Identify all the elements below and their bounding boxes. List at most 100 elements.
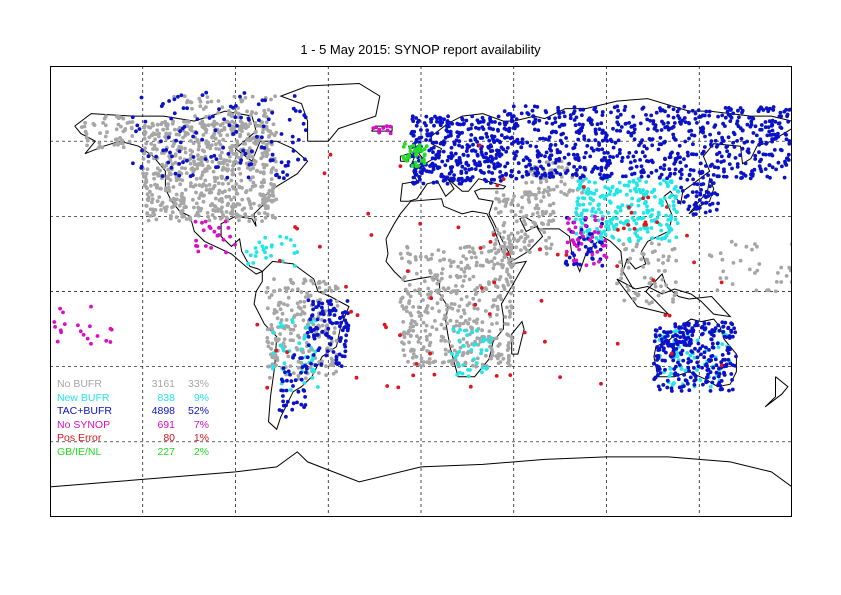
station-points — [52, 90, 792, 419]
station-no-bufr — [237, 166, 241, 171]
station-tac-bufr — [460, 164, 465, 169]
station-no-bufr — [205, 95, 210, 99]
station-no-bufr — [508, 248, 513, 253]
station-no-bufr — [436, 290, 441, 295]
station-new-bufr — [631, 179, 636, 184]
station-no-bufr — [286, 324, 291, 329]
station-new-bufr — [261, 247, 266, 252]
station-new-bufr — [650, 190, 654, 194]
station-tac-bufr — [131, 161, 135, 166]
station-no-bufr — [250, 154, 255, 159]
station-no-synop — [566, 221, 570, 226]
station-tac-bufr — [496, 114, 501, 119]
station-no-bufr — [269, 170, 274, 175]
station-no-bufr — [268, 375, 272, 380]
station-tac-bufr — [445, 124, 449, 129]
station-tac-bufr — [659, 128, 664, 132]
station-tac-bufr — [787, 141, 792, 146]
legend-count: 691 — [157, 418, 175, 431]
station-tac-bufr — [333, 308, 338, 313]
station-no-bufr — [562, 192, 567, 196]
station-no-bufr — [220, 215, 224, 220]
station-tac-bufr — [514, 117, 519, 121]
station-tac-bufr — [700, 331, 705, 336]
station-no-bufr — [537, 214, 541, 219]
station-gb-ie_nl — [414, 153, 419, 158]
station-tac-bufr — [676, 151, 680, 156]
station-tac-bufr — [621, 174, 625, 179]
station-no-bufr — [531, 220, 536, 225]
station-new-bufr — [653, 195, 657, 199]
station-tac-bufr — [242, 91, 247, 95]
station-tac-bufr — [291, 140, 295, 145]
station-tac-bufr — [164, 148, 169, 152]
station-no-bufr — [121, 145, 126, 150]
station-new-bufr — [246, 261, 251, 266]
station-tac-bufr — [703, 134, 707, 139]
station-no-bufr — [239, 178, 244, 183]
station-no-bufr — [149, 183, 153, 188]
station-tac-bufr — [261, 124, 266, 129]
station-no-bufr — [495, 285, 500, 289]
legend-count: 227 — [157, 445, 175, 458]
station-tac-bufr — [682, 116, 687, 120]
station-tac-bufr — [539, 153, 543, 158]
station-no-synop — [55, 339, 60, 344]
station-no-bufr — [459, 315, 464, 319]
station-no-bufr — [166, 167, 171, 172]
station-no-bufr — [518, 248, 523, 253]
station-no-bufr — [506, 245, 511, 249]
station-no-bufr — [551, 187, 556, 192]
station-tac-bufr — [527, 162, 531, 167]
station-tac-bufr — [686, 360, 691, 365]
station-tac-bufr — [553, 160, 558, 165]
station-new-bufr — [481, 337, 486, 342]
station-tac-bufr — [678, 335, 683, 340]
legend-percent: 52% — [187, 405, 209, 417]
station-tac-bufr — [174, 138, 178, 143]
station-tac-bufr — [632, 127, 637, 132]
station-no-bufr — [254, 169, 259, 173]
station-tac-bufr — [454, 138, 459, 143]
station-no-bufr — [292, 315, 296, 319]
station-no-bufr — [414, 354, 419, 359]
station-tac-bufr — [696, 341, 701, 346]
station-tac-bufr — [590, 232, 594, 237]
station-gb-ie_nl — [404, 157, 409, 162]
station-no-bufr — [151, 210, 155, 215]
station-no-bufr — [202, 169, 207, 174]
station-no-bufr — [235, 141, 240, 146]
station-no-bufr — [421, 320, 426, 325]
station-no-bufr — [260, 151, 265, 156]
station-no-bufr — [520, 195, 524, 200]
station-tac-bufr — [430, 161, 435, 166]
station-gb-ie_nl — [411, 143, 416, 148]
station-tac-bufr — [705, 121, 710, 125]
station-no-bufr — [143, 180, 148, 185]
station-no-bufr — [498, 327, 503, 332]
station-no-bufr — [628, 256, 633, 261]
station-tac-bufr — [537, 159, 542, 164]
station-tac-bufr — [581, 107, 586, 112]
station-tac-bufr — [784, 137, 789, 142]
station-no-bufr — [733, 242, 738, 247]
station-no-bufr — [447, 339, 451, 344]
station-no-bufr — [220, 174, 224, 179]
station-no-bufr — [252, 162, 257, 167]
station-tac-bufr — [665, 385, 670, 390]
station-no-bufr — [289, 308, 294, 313]
station-new-bufr — [455, 372, 460, 377]
station-no-bufr — [401, 348, 406, 352]
station-no-bufr — [414, 271, 419, 276]
station-tac-bufr — [751, 116, 756, 121]
station-tac-bufr — [484, 151, 488, 156]
station-tac-bufr — [622, 108, 627, 112]
station-tac-bufr — [475, 152, 480, 157]
station-no-bufr — [507, 341, 511, 345]
station-no-bufr — [178, 156, 183, 160]
station-no-bufr — [505, 267, 510, 272]
station-tac-bufr — [565, 168, 570, 173]
station-no-bufr — [518, 209, 523, 214]
station-tac-bufr — [514, 121, 519, 126]
station-new-bufr — [624, 192, 629, 197]
